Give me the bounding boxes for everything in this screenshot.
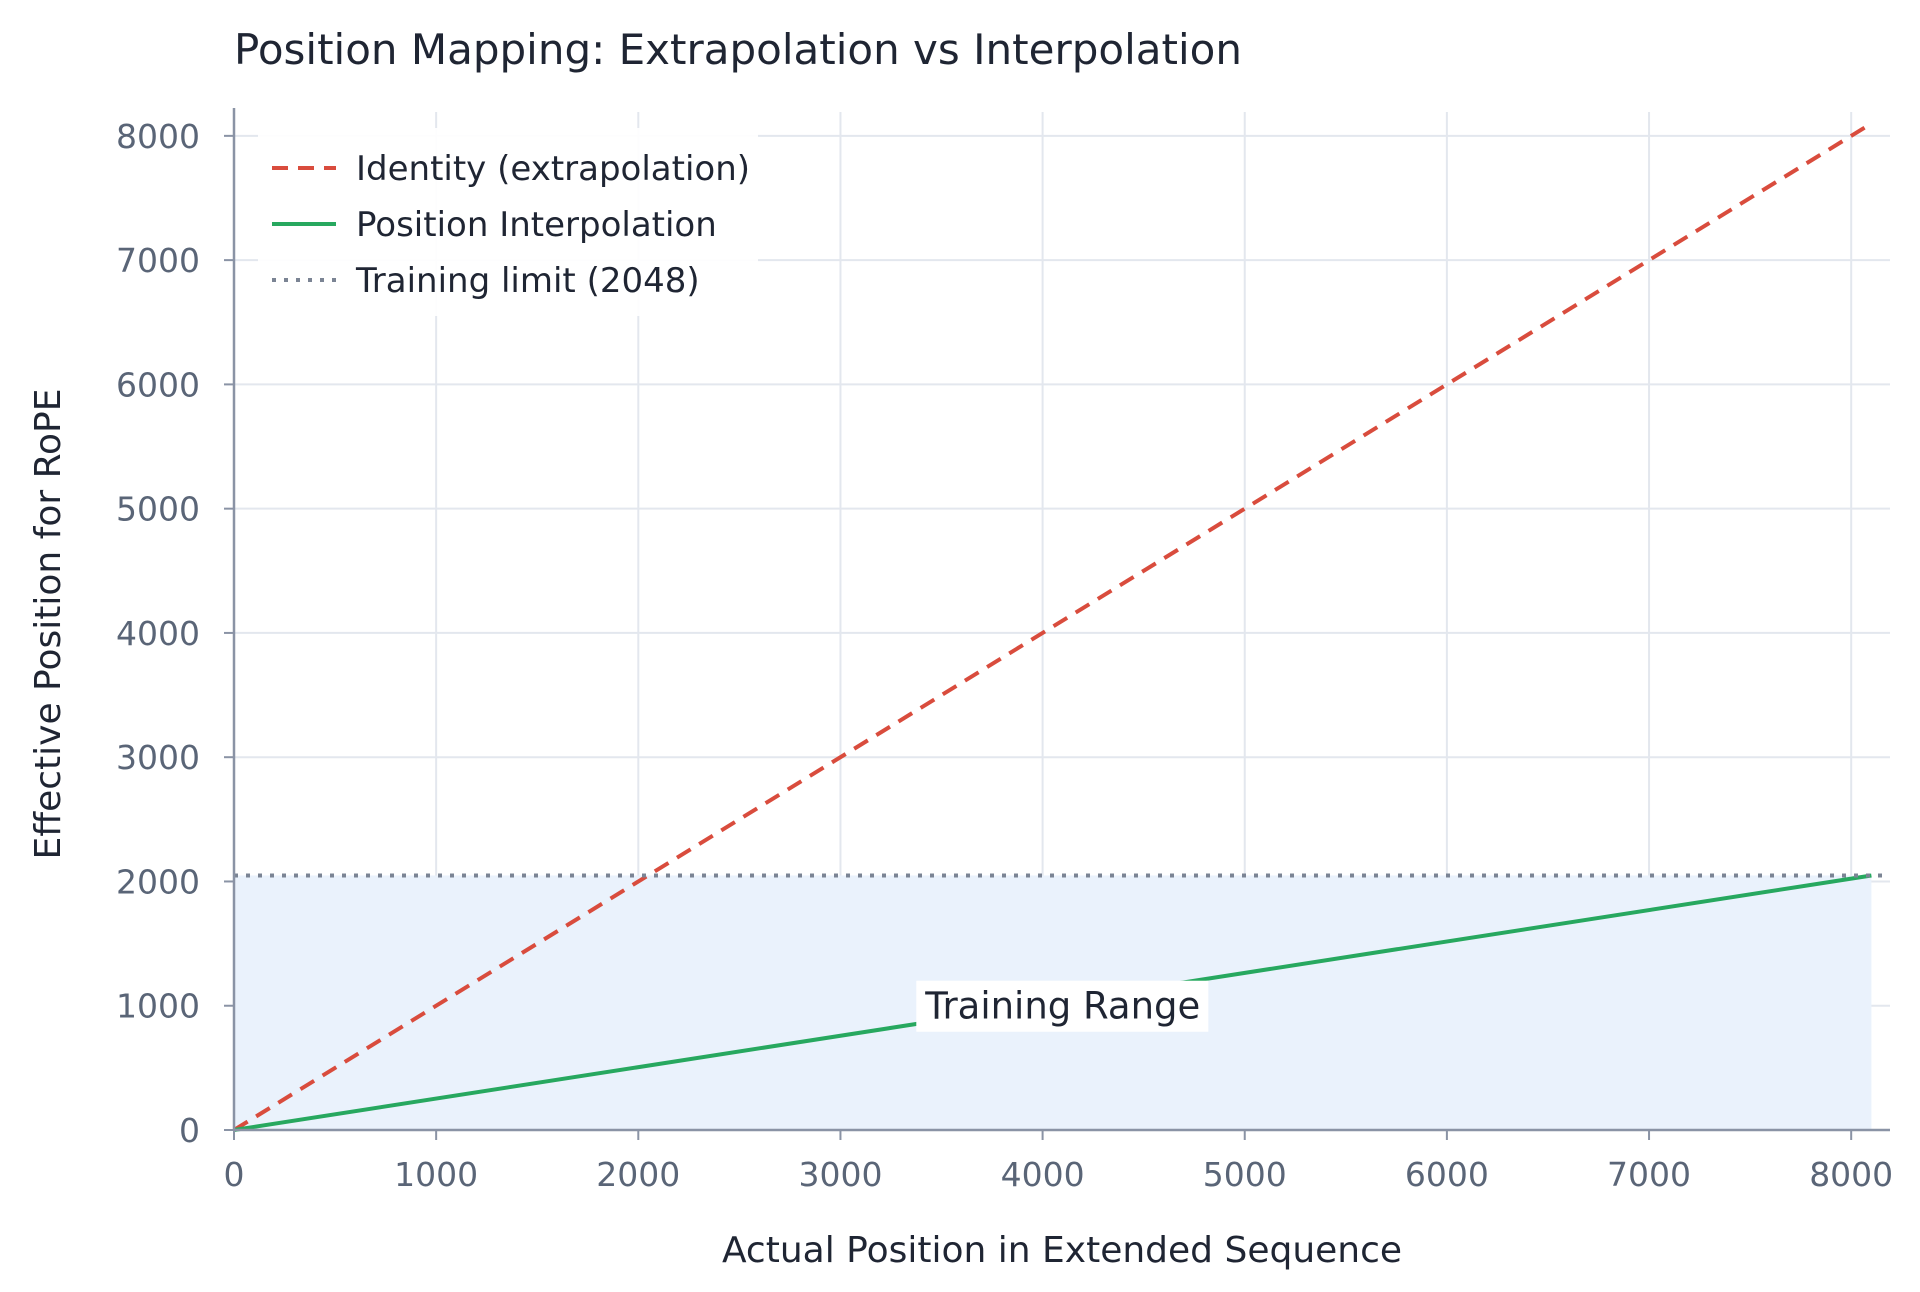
x-tick-label: 0 bbox=[224, 1155, 245, 1194]
y-axis-title: Effective Position for RoPE bbox=[28, 389, 69, 860]
y-tick-label: 6000 bbox=[116, 365, 200, 404]
y-tick-label: 8000 bbox=[116, 117, 200, 156]
y-tick-label: 4000 bbox=[116, 614, 200, 653]
y-tick-label: 2000 bbox=[116, 862, 200, 901]
annotation-training-range: Training Range bbox=[924, 985, 1200, 1028]
x-tick-label: 5000 bbox=[1203, 1155, 1287, 1194]
y-tick-label: 3000 bbox=[116, 738, 200, 777]
y-tick-label: 1000 bbox=[116, 987, 200, 1026]
x-tick-label: 1000 bbox=[394, 1155, 478, 1194]
y-tick-label: 5000 bbox=[116, 490, 200, 529]
x-tick-label: 7000 bbox=[1607, 1155, 1691, 1194]
annotation: Training Range bbox=[916, 980, 1209, 1032]
legend-background bbox=[258, 128, 758, 316]
series-line-identity bbox=[232, 121, 1873, 1132]
chart-title: Position Mapping: Extrapolation vs Inter… bbox=[234, 25, 1242, 74]
y-tick-label: 7000 bbox=[116, 241, 200, 280]
x-tick-label: 8000 bbox=[1809, 1155, 1893, 1194]
annotation-background bbox=[916, 980, 1209, 1032]
legend: Identity (extrapolation) Position Interp… bbox=[258, 128, 758, 316]
x-axis-title: Actual Position in Extended Sequence bbox=[722, 1230, 1402, 1271]
x-tick-label: 2000 bbox=[596, 1155, 680, 1194]
x-tick-label: 6000 bbox=[1405, 1155, 1489, 1194]
axes bbox=[232, 108, 1890, 1132]
ticks: 0 1000 2000 3000 4000 5000 6000 7000 8000 0 1000 20… bbox=[116, 117, 1893, 1194]
x-tick-label: 4000 bbox=[1001, 1155, 1085, 1194]
legend-label-identity: Identity (extrapolation) bbox=[356, 149, 750, 189]
legend-label-training-limit: Training limit (2048) bbox=[355, 261, 700, 301]
legend-label-interpolation: Position Interpolation bbox=[356, 205, 717, 245]
y-tick-label: 0 bbox=[179, 1111, 200, 1150]
x-tick-label: 3000 bbox=[798, 1155, 882, 1194]
